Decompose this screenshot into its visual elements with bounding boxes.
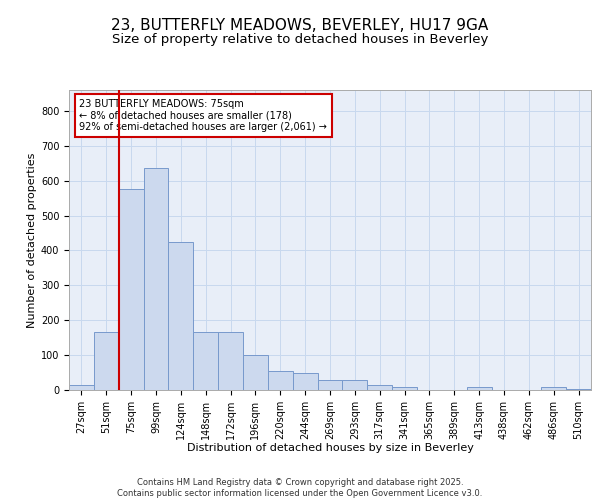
Text: 23 BUTTERFLY MEADOWS: 75sqm
← 8% of detached houses are smaller (178)
92% of sem: 23 BUTTERFLY MEADOWS: 75sqm ← 8% of deta… — [79, 99, 328, 132]
Bar — [343, 380, 367, 390]
Bar — [268, 371, 293, 390]
Bar — [392, 386, 417, 390]
Bar — [541, 387, 566, 390]
Text: Size of property relative to detached houses in Beverley: Size of property relative to detached ho… — [112, 32, 488, 46]
Bar — [169, 242, 193, 390]
Bar — [143, 168, 169, 390]
Text: Contains HM Land Registry data © Crown copyright and database right 2025.
Contai: Contains HM Land Registry data © Crown c… — [118, 478, 482, 498]
Bar — [119, 190, 143, 390]
Bar — [69, 385, 94, 390]
Bar — [218, 332, 243, 390]
Bar — [367, 385, 392, 390]
Bar — [317, 380, 343, 390]
Bar — [94, 332, 119, 390]
Bar — [193, 332, 218, 390]
X-axis label: Distribution of detached houses by size in Beverley: Distribution of detached houses by size … — [187, 444, 473, 454]
Y-axis label: Number of detached properties: Number of detached properties — [26, 152, 37, 328]
Bar — [467, 387, 491, 390]
Bar — [243, 355, 268, 390]
Bar — [293, 372, 317, 390]
Text: 23, BUTTERFLY MEADOWS, BEVERLEY, HU17 9GA: 23, BUTTERFLY MEADOWS, BEVERLEY, HU17 9G… — [112, 18, 488, 32]
